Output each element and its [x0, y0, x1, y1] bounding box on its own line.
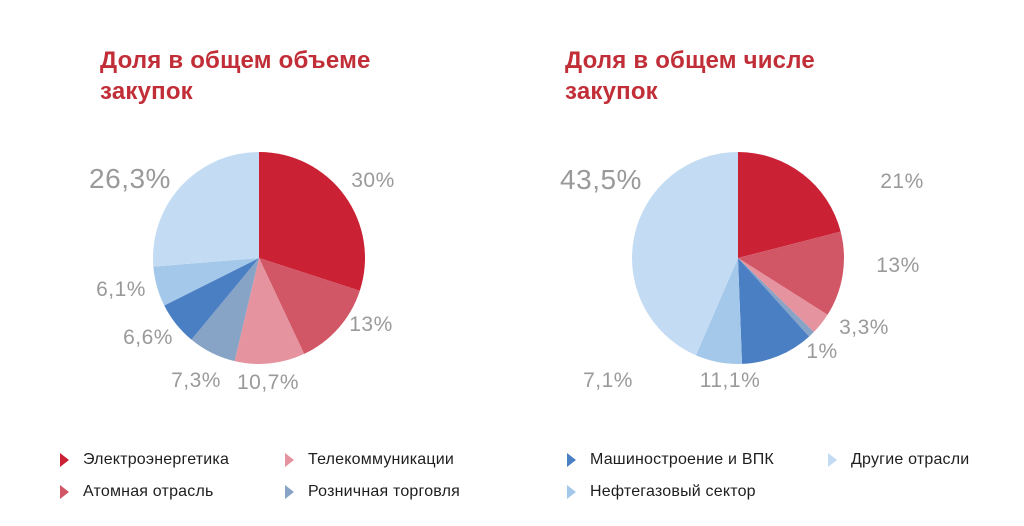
legend-label: Розничная торговля — [308, 483, 461, 500]
legend-label: Другие отрасли — [851, 451, 970, 468]
slice-value-label: 6,1% — [96, 278, 146, 301]
triangle-marker-icon — [60, 453, 69, 467]
legend-item-mashinostroenie-vpk: Машиностроение и ВПК — [567, 450, 774, 470]
slice-value-label: 7,1% — [583, 369, 633, 392]
triangle-marker-icon — [285, 485, 294, 499]
legend-item-electroenergetika: Электроэнергетика — [60, 450, 229, 470]
slice-value-label: 13% — [876, 254, 920, 277]
triangle-marker-icon — [60, 485, 69, 499]
legend-item-atomnaya-otrasl: Атомная отрасль — [60, 482, 214, 502]
chart-title-volume: Доля в общем объеме закупок — [100, 47, 371, 105]
legend-item-roznichnaya-torgovlya: Розничная торговля — [285, 482, 460, 502]
legend-item-neftegazovy-sektor: Нефтегазовый сектор — [567, 482, 756, 502]
triangle-marker-icon — [285, 453, 294, 467]
legend-label: Нефтегазовый сектор — [590, 483, 756, 500]
legend-item-telekommunikacii: Телекоммуникации — [285, 450, 454, 470]
slice-value-label: 43,5% — [560, 164, 642, 195]
slice-value-label: 11,1% — [699, 369, 761, 392]
slice-value-label: 30% — [351, 169, 395, 192]
legend-label: Атомная отрасль — [83, 483, 214, 500]
slice-value-label: 26,3% — [89, 163, 171, 194]
slice-value-label: 10,7% — [236, 371, 300, 394]
legend-item-drugie-otrasli: Другие отрасли — [828, 450, 969, 470]
legend-label: Машиностроение и ВПК — [590, 451, 774, 468]
slice-value-label: 1% — [806, 340, 838, 363]
legend-label: Электроэнергетика — [83, 451, 230, 468]
triangle-marker-icon — [828, 453, 837, 467]
chart-title-count: Доля в общем числе закупок — [565, 47, 815, 105]
legend-label: Телекоммуникации — [308, 451, 454, 468]
slice-value-label: 7,3% — [171, 369, 221, 392]
triangle-marker-icon — [567, 453, 576, 467]
slice-value-label: 3,3% — [839, 316, 889, 339]
slice-value-label: 13% — [349, 313, 393, 336]
slice-value-label: 21% — [880, 170, 924, 193]
triangle-marker-icon — [567, 485, 576, 499]
slice-value-label: 6,6% — [123, 326, 173, 349]
